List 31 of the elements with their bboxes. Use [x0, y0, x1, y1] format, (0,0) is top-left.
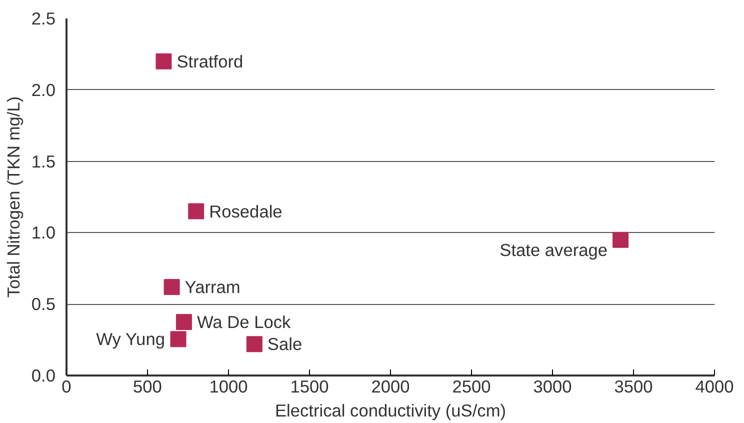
point — [188, 203, 204, 220]
x-tick-label: 0 — [62, 376, 72, 396]
x-tick-label: 3000 — [533, 376, 572, 396]
x-tick-label: 2500 — [452, 376, 491, 396]
y-tick-label: 2.5 — [31, 8, 56, 28]
point — [246, 336, 262, 352]
x-tick-label: 1000 — [209, 376, 248, 396]
annotation: State average — [500, 240, 608, 260]
y-tick-label: 2.0 — [31, 80, 56, 100]
point — [612, 232, 629, 248]
annotation: Wa De Lock — [196, 312, 292, 332]
x-tick-label: 1500 — [290, 376, 329, 396]
y-tick-label: 1.0 — [31, 222, 56, 243]
point — [164, 278, 180, 295]
annotation: Yarram — [184, 276, 240, 297]
x-tick-label: 2000 — [371, 376, 410, 396]
annotation: Rosedale — [209, 201, 282, 222]
y-tick-label: 0.0 — [31, 366, 56, 386]
y-tick-label: 1.5 — [31, 151, 56, 172]
point — [176, 314, 192, 330]
x-tick-label: 4000 — [695, 376, 734, 396]
annotation: Stratford — [176, 51, 244, 72]
x-axis-title: Electrical conductivity (uS/cm) — [274, 400, 506, 420]
annotation: Wy Yung — [96, 329, 165, 350]
x-tick-label: 500 — [133, 376, 162, 396]
point — [170, 331, 186, 348]
annotation: Sale — [267, 334, 302, 354]
y-tick-label: 0.5 — [31, 294, 56, 314]
y-axis-title: Total Nitrogen (TKN mg/L) — [3, 96, 24, 298]
x-tick-label: 3500 — [614, 376, 653, 396]
point — [156, 53, 172, 70]
